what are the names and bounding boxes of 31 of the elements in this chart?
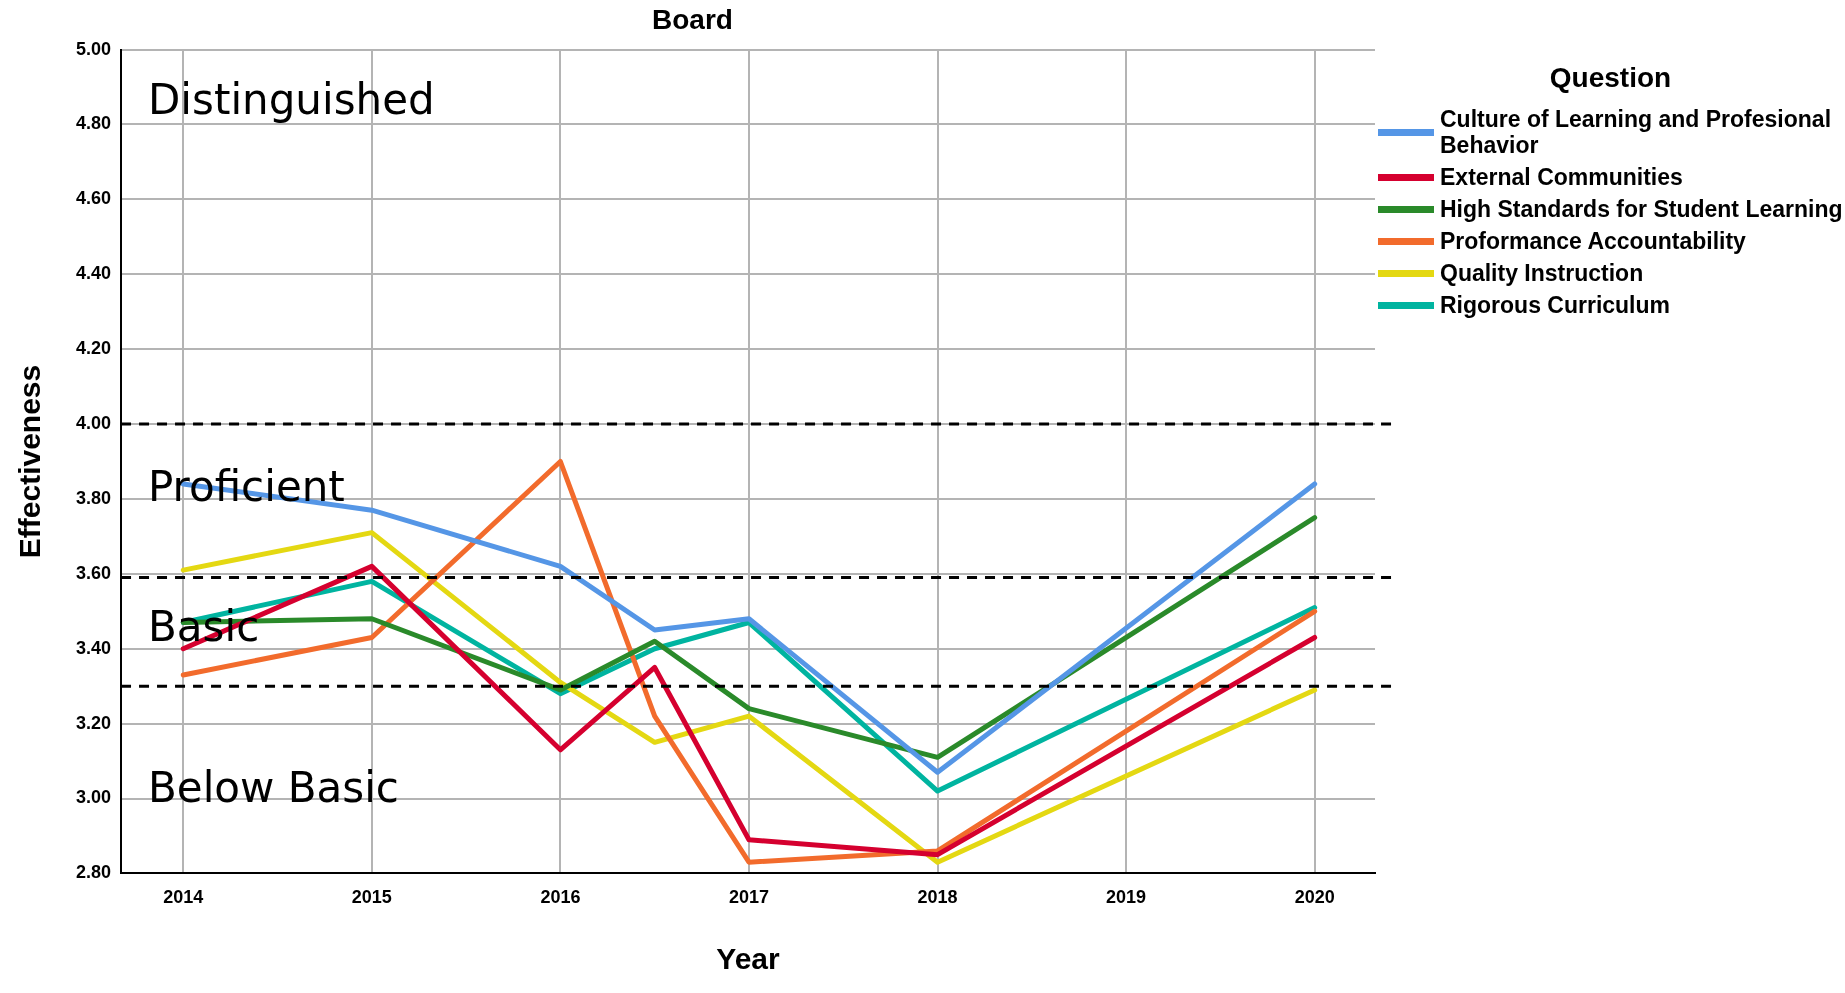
y-tick-label: 2.80 [75, 862, 112, 883]
legend-label: Proformance Accountability [1440, 228, 1746, 254]
x-tick-label: 2016 [540, 887, 581, 908]
x-tick-label: 2015 [351, 887, 392, 908]
y-tick-label: 3.00 [75, 787, 112, 808]
y-tick-label: 4.60 [75, 188, 112, 209]
y-tick-label: 3.80 [75, 487, 112, 508]
annotation: Below Basic [148, 762, 399, 812]
legend-label: Rigorous Curriculum [1440, 292, 1671, 318]
legend-label: Quality Instruction [1440, 260, 1644, 286]
y-tick-label: 3.60 [75, 562, 112, 583]
y-tick-label: 5.00 [75, 38, 112, 59]
x-tick-label: 2019 [1106, 887, 1147, 908]
y-tick-label: 4.80 [75, 113, 112, 134]
legend-label: Culture of Learning and Profesional Behavior [1440, 106, 1833, 158]
x-tick-label: 2018 [917, 887, 958, 908]
y-tick-label: 4.20 [75, 338, 112, 359]
x-axis-title: Year [716, 942, 781, 976]
annotation: Distinguished [148, 75, 435, 125]
x-tick-label: 2017 [728, 887, 769, 908]
legend-title: Question [1548, 62, 1673, 94]
legend-label: External Communities [1440, 164, 1683, 190]
y-tick-label: 4.40 [75, 263, 112, 284]
y-tick-label: 4.00 [75, 413, 112, 434]
y-tick-label: 3.20 [75, 712, 112, 733]
y-tick-label: 3.40 [75, 637, 112, 658]
x-tick-label: 2020 [1294, 887, 1335, 908]
legend-label: High Standards for Student Learning [1440, 196, 1843, 222]
x-tick-label: 2014 [163, 887, 204, 908]
chart-title: Board [652, 3, 733, 35]
y-axis-title: Effectiveness [13, 364, 47, 559]
